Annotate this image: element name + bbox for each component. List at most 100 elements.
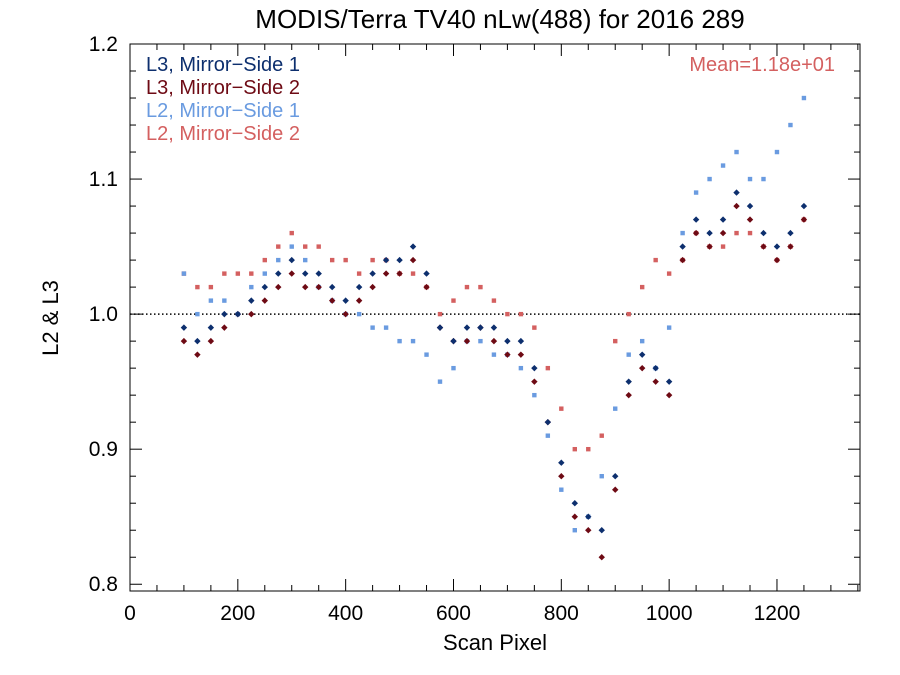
- y-tick-label: 0.9: [89, 438, 118, 461]
- data-point-2: [423, 283, 430, 291]
- data-point-1: [719, 216, 727, 223]
- data-point-3: [559, 487, 564, 492]
- data-point-2: [558, 472, 565, 480]
- data-point-3: [491, 352, 497, 357]
- data-point-3: [599, 473, 604, 479]
- data-point-3: [208, 298, 214, 303]
- y-tick-label: 1.0: [89, 303, 118, 326]
- data-point-3: [410, 338, 416, 344]
- data-point-3: [747, 176, 753, 182]
- data-point-3: [801, 95, 807, 101]
- data-point-3: [639, 338, 645, 344]
- data-point-1: [396, 256, 403, 264]
- data-point-1: [800, 202, 808, 210]
- data-point-1: [207, 324, 215, 331]
- data-point-1: [409, 243, 417, 250]
- data-point-1: [180, 324, 188, 331]
- data-point-1: [706, 229, 713, 237]
- x-tick-label: 400: [328, 602, 363, 625]
- data-point-2: [328, 297, 336, 304]
- data-point-4: [626, 311, 631, 317]
- data-point-2: [531, 378, 538, 385]
- data-point-1: [638, 351, 646, 358]
- data-point-4: [316, 244, 321, 249]
- data-point-1: [248, 297, 255, 304]
- data-point-2: [261, 297, 268, 304]
- data-point-1: [531, 364, 538, 372]
- data-point-1: [315, 270, 322, 277]
- data-point-2: [369, 283, 376, 291]
- data-point-3: [276, 257, 281, 263]
- data-point-4: [599, 433, 604, 438]
- data-point-4: [222, 271, 227, 276]
- data-point-1: [787, 229, 794, 237]
- data-point-2: [652, 378, 659, 385]
- x-tick-label: 800: [544, 602, 579, 625]
- y-axis-label: L2 & L3: [38, 280, 63, 356]
- data-point-4: [491, 298, 497, 303]
- chart-title: MODIS/Terra TV40 nLw(488) for 2016 289: [255, 4, 744, 34]
- data-point-2: [463, 337, 471, 345]
- data-point-2: [612, 486, 619, 493]
- legend-entry-2: L3, Mirror−Side 2: [146, 77, 300, 99]
- data-point-2: [773, 256, 781, 264]
- data-point-1: [369, 270, 376, 277]
- data-point-1: [450, 337, 457, 345]
- data-point-1: [598, 527, 605, 534]
- data-point-1: [477, 324, 484, 331]
- data-point-1: [234, 310, 242, 318]
- data-point-2: [638, 364, 646, 372]
- data-point-3: [195, 311, 200, 317]
- data-point-4: [734, 230, 739, 236]
- data-point-1: [585, 513, 592, 520]
- data-point-2: [733, 202, 740, 210]
- data-point-4: [653, 257, 658, 263]
- data-point-4: [437, 311, 443, 317]
- data-point-4: [451, 298, 456, 303]
- data-point-1: [463, 324, 471, 331]
- data-point-4: [276, 244, 281, 249]
- y-tick-label: 1.1: [89, 168, 118, 191]
- data-point-1: [382, 256, 390, 264]
- data-point-2: [355, 297, 363, 304]
- data-point-3: [613, 406, 618, 411]
- data-point-4: [289, 230, 294, 236]
- data-point-2: [275, 283, 282, 291]
- data-point-3: [761, 176, 766, 182]
- data-point-4: [586, 446, 591, 452]
- data-point-3: [572, 528, 577, 533]
- data-point-3: [680, 230, 685, 236]
- x-tick-label: 0: [124, 602, 136, 625]
- data-point-4: [572, 446, 577, 452]
- data-point-2: [490, 337, 498, 345]
- data-point-4: [410, 271, 416, 276]
- data-point-4: [235, 271, 241, 276]
- data-point-1: [194, 337, 201, 345]
- data-point-1: [342, 297, 349, 304]
- data-point-4: [720, 244, 726, 249]
- data-point-1: [773, 243, 781, 250]
- data-point-2: [207, 337, 215, 345]
- data-point-4: [208, 284, 214, 290]
- data-point-1: [490, 324, 498, 331]
- data-point-3: [734, 149, 739, 155]
- data-point-1: [612, 472, 619, 480]
- data-point-1: [665, 378, 673, 385]
- data-point-3: [437, 379, 443, 384]
- plot-frame: [129, 43, 861, 592]
- data-point-3: [370, 325, 375, 330]
- data-point-3: [693, 190, 699, 195]
- data-point-2: [800, 216, 808, 223]
- data-point-1: [652, 364, 659, 372]
- data-point-3: [451, 365, 456, 371]
- data-point-3: [626, 352, 631, 357]
- data-point-1: [221, 310, 228, 318]
- data-point-2: [665, 391, 673, 399]
- mean-annotation: Mean=1.18e+01: [689, 54, 835, 76]
- data-point-1: [423, 270, 430, 277]
- legend-entry-1: L3, Mirror−Side 1: [146, 54, 300, 76]
- data-point-1: [328, 283, 336, 291]
- data-point-2: [180, 337, 188, 345]
- x-tick-label: 1200: [754, 602, 801, 625]
- data-point-3: [774, 149, 780, 155]
